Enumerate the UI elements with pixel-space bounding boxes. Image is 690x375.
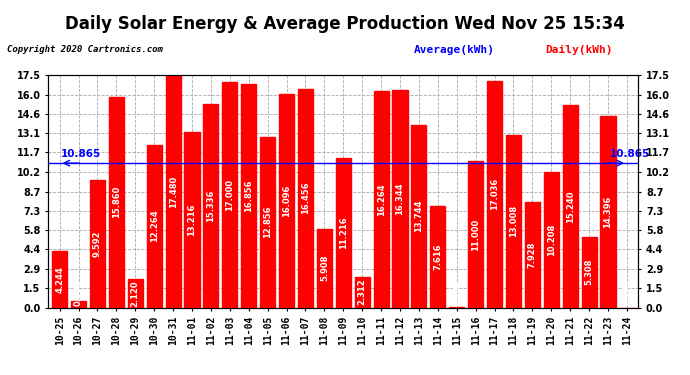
- Bar: [506, 135, 521, 308]
- Text: 16.856: 16.856: [244, 179, 253, 212]
- Text: 0.500: 0.500: [74, 280, 83, 306]
- Text: 16.264: 16.264: [377, 183, 386, 216]
- Bar: [166, 75, 181, 308]
- Text: Daily Solar Energy & Average Production Wed Nov 25 15:34: Daily Solar Energy & Average Production …: [65, 15, 625, 33]
- Text: 5.908: 5.908: [320, 255, 329, 282]
- Text: 12.264: 12.264: [150, 210, 159, 242]
- Text: 2.120: 2.120: [131, 280, 140, 307]
- Bar: [128, 279, 143, 308]
- Text: Average(kWh): Average(kWh): [414, 45, 495, 55]
- Text: 5.308: 5.308: [584, 259, 593, 285]
- Bar: [260, 137, 275, 308]
- Text: 2.312: 2.312: [357, 279, 366, 306]
- Text: 15.336: 15.336: [206, 189, 215, 222]
- Bar: [582, 237, 597, 308]
- Bar: [222, 82, 237, 308]
- Bar: [52, 251, 67, 308]
- Bar: [279, 94, 294, 308]
- Text: 13.008: 13.008: [509, 205, 518, 237]
- Text: 7.616: 7.616: [433, 244, 442, 270]
- Text: 17.480: 17.480: [168, 175, 177, 207]
- Text: 13.216: 13.216: [188, 204, 197, 236]
- Bar: [204, 104, 219, 308]
- Bar: [562, 105, 578, 308]
- Bar: [393, 90, 408, 308]
- Text: 16.456: 16.456: [301, 182, 310, 214]
- Bar: [298, 89, 313, 308]
- Bar: [431, 206, 445, 308]
- Text: 7.928: 7.928: [528, 242, 537, 268]
- Text: 0.004: 0.004: [452, 280, 461, 306]
- Bar: [468, 161, 483, 308]
- Text: Copyright 2020 Cartronics.com: Copyright 2020 Cartronics.com: [7, 45, 163, 54]
- Text: 17.036: 17.036: [490, 178, 499, 210]
- Text: 17.000: 17.000: [226, 178, 235, 211]
- Text: 10.208: 10.208: [546, 224, 555, 256]
- Bar: [90, 180, 105, 308]
- Text: 10.865: 10.865: [610, 149, 650, 159]
- Bar: [525, 202, 540, 308]
- Text: 15.240: 15.240: [566, 190, 575, 222]
- Bar: [336, 159, 351, 308]
- Bar: [355, 277, 370, 308]
- Text: 10.865: 10.865: [61, 149, 101, 159]
- Bar: [544, 172, 559, 308]
- Text: Daily(kWh): Daily(kWh): [545, 45, 613, 55]
- Text: 0.000: 0.000: [622, 280, 631, 306]
- Bar: [373, 92, 388, 308]
- Bar: [317, 229, 332, 308]
- Bar: [146, 145, 161, 308]
- Text: 15.860: 15.860: [112, 186, 121, 218]
- Bar: [71, 301, 86, 307]
- Bar: [487, 81, 502, 308]
- Bar: [109, 97, 124, 308]
- Text: 4.244: 4.244: [55, 266, 64, 292]
- Text: 11.216: 11.216: [339, 217, 348, 249]
- Bar: [411, 125, 426, 308]
- Bar: [241, 84, 256, 308]
- Text: 14.396: 14.396: [604, 196, 613, 228]
- Bar: [184, 132, 199, 308]
- Text: 12.856: 12.856: [263, 206, 272, 238]
- Text: 11.000: 11.000: [471, 218, 480, 250]
- Text: 16.344: 16.344: [395, 183, 404, 215]
- Text: 9.592: 9.592: [93, 231, 102, 257]
- Bar: [600, 116, 615, 308]
- Text: 13.744: 13.744: [415, 200, 424, 232]
- Text: 16.096: 16.096: [282, 184, 291, 217]
